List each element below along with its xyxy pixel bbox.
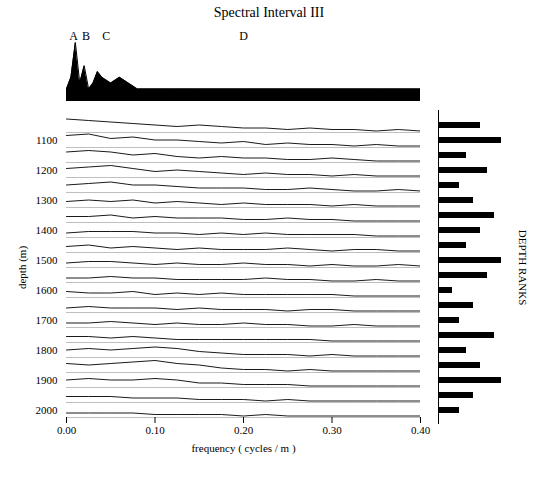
svg-text:2000: 2000	[36, 404, 59, 416]
svg-text:1300: 1300	[36, 194, 59, 206]
svg-text:D: D	[239, 29, 248, 43]
svg-text:0.10: 0.10	[145, 424, 165, 436]
svg-text:1900: 1900	[36, 374, 59, 386]
svg-text:1100: 1100	[36, 134, 58, 146]
svg-text:1200: 1200	[36, 164, 59, 176]
svg-text:1600: 1600	[36, 284, 59, 296]
svg-text:frequency ( cycles / m ): frequency ( cycles / m )	[191, 442, 295, 455]
svg-text:0.00: 0.00	[57, 424, 77, 436]
svg-text:depth (m): depth (m)	[16, 246, 29, 289]
svg-text:0.40: 0.40	[411, 424, 431, 436]
svg-text:1700: 1700	[36, 314, 59, 326]
svg-text:1500: 1500	[36, 254, 59, 266]
svg-text:C: C	[102, 29, 110, 43]
svg-text:DEPTH RANKS: DEPTH RANKS	[517, 230, 529, 305]
svg-text:1400: 1400	[36, 224, 59, 236]
svg-text:0.20: 0.20	[234, 424, 254, 436]
html-text:Spectral Interval III: Spectral Interval III	[213, 5, 325, 20]
svg-text:0.30: 0.30	[322, 424, 342, 436]
svg-text:B: B	[82, 29, 90, 43]
svg-text:A: A	[69, 29, 78, 43]
svg-text:1800: 1800	[36, 344, 59, 356]
